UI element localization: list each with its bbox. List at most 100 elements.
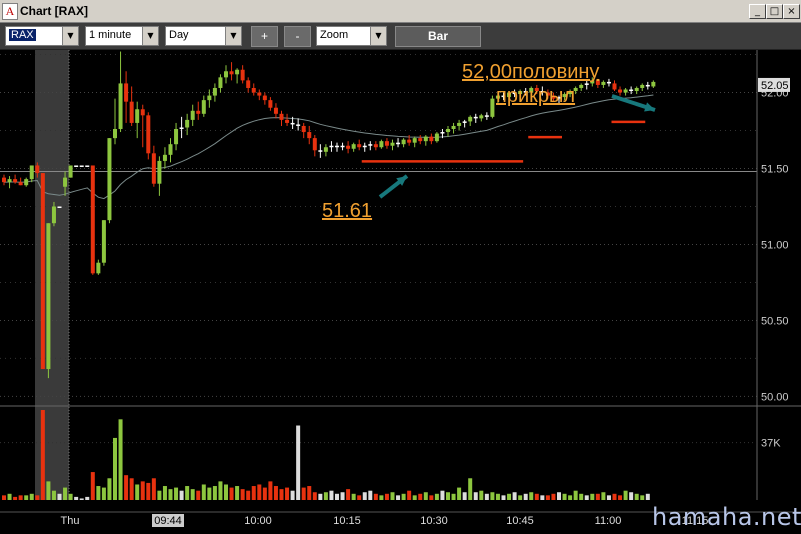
volume-bar	[495, 493, 500, 500]
candle-body	[407, 139, 412, 143]
volume-bar	[584, 495, 589, 500]
time-tick-label: 10:15	[333, 515, 361, 527]
volume-bar	[634, 493, 639, 500]
candle-body	[68, 165, 73, 178]
candle-body	[74, 165, 79, 167]
candle-body	[457, 122, 462, 126]
volume-bar	[312, 492, 317, 500]
volume-bar	[85, 496, 90, 500]
volume-bar	[218, 481, 223, 500]
candle-body	[140, 109, 145, 116]
chart-toolbar: RAX ▼ 1 minute ▼ Day ▼ + - Zoom ▼ Bar	[0, 23, 801, 50]
candle-body	[101, 220, 106, 263]
range-select[interactable]: Day ▼	[165, 26, 242, 46]
volume-bar	[101, 487, 106, 500]
volume-bar	[273, 486, 278, 500]
annotation-5200-line2: прикрыл	[496, 85, 575, 107]
candle-body	[351, 144, 356, 149]
volume-bar	[418, 493, 423, 500]
candle-body	[340, 145, 345, 148]
volume-bar	[468, 478, 473, 500]
zoom-in-button[interactable]: +	[251, 26, 278, 47]
candle-body	[540, 91, 545, 93]
candle-body	[473, 116, 478, 119]
candle-body	[346, 145, 351, 149]
candle-body	[551, 95, 556, 99]
volume-bar	[296, 425, 301, 500]
volume-bar	[179, 490, 184, 500]
zoom-out-button[interactable]: -	[284, 26, 311, 47]
volume-bar	[384, 493, 389, 500]
candle-body	[518, 91, 523, 95]
candle-body	[196, 110, 201, 114]
candle-body	[157, 160, 162, 184]
volume-bar	[323, 492, 328, 500]
chevron-down-icon[interactable]: ▼	[370, 27, 386, 45]
volume-bar	[457, 487, 462, 500]
candle-body	[174, 129, 179, 145]
candle-body	[246, 80, 251, 88]
volume-bar	[484, 493, 489, 500]
volume-bar	[35, 495, 40, 500]
volume-bar	[346, 489, 351, 500]
candle-body	[268, 100, 273, 108]
chevron-down-icon[interactable]: ▼	[62, 27, 78, 45]
candle-body	[57, 206, 62, 208]
volume-bar	[2, 495, 6, 500]
symbol-value: RAX	[9, 29, 36, 41]
candle-body	[484, 115, 489, 117]
candle-body	[606, 81, 611, 84]
candle-body	[512, 92, 517, 95]
chevron-down-icon[interactable]: ▼	[142, 27, 158, 45]
candle-body	[573, 87, 578, 92]
volume-bar	[63, 487, 68, 500]
candle-body	[118, 83, 123, 130]
bar-style-button[interactable]: Bar	[395, 26, 481, 47]
candle-body	[312, 138, 317, 151]
volume-bar	[446, 492, 450, 500]
candle-body	[651, 81, 656, 87]
volume-bar	[235, 486, 240, 500]
chart-area[interactable]: 50.00 50.50 51.00 51.50 52.00 37K 52.05 Thu 09:4…	[0, 50, 801, 529]
volume-bar	[151, 478, 156, 500]
candle-body	[124, 83, 129, 102]
candle-body	[379, 141, 384, 148]
zoom-select[interactable]: Zoom ▼	[316, 26, 387, 46]
close-button[interactable]: ×	[783, 4, 800, 19]
minimize-button[interactable]: _	[749, 4, 766, 19]
candle-body	[307, 132, 312, 139]
candle-body	[235, 69, 240, 75]
maximize-button[interactable]: □	[766, 4, 783, 19]
candle-body	[601, 81, 606, 85]
volume-bar	[174, 487, 179, 500]
volume-bar	[595, 493, 600, 500]
candle-body	[373, 144, 378, 148]
volume-bar	[529, 492, 534, 500]
candle-body	[335, 145, 339, 148]
candle-body	[645, 84, 650, 87]
candle-body	[273, 107, 278, 114]
last-price-badge	[758, 77, 790, 92]
symbol-select[interactable]: RAX ▼	[5, 26, 79, 46]
volume-bar	[340, 492, 345, 500]
candle-body	[79, 165, 84, 167]
volume-bar	[113, 437, 117, 500]
interval-select[interactable]: 1 minute ▼	[85, 26, 159, 46]
candle-body	[462, 121, 467, 123]
candle-body	[185, 119, 190, 128]
volume-bar	[551, 493, 556, 500]
candle-body	[18, 182, 23, 186]
candle-body	[2, 177, 6, 183]
candle-body	[479, 115, 484, 119]
volume-bar	[473, 492, 478, 500]
volume-bar	[451, 493, 456, 500]
volume-bar	[335, 493, 339, 500]
candle-body	[640, 84, 645, 88]
chevron-down-icon[interactable]: ▼	[225, 27, 241, 45]
candle-body	[107, 138, 112, 221]
volume-bar	[18, 495, 23, 500]
volume-bar	[290, 490, 295, 500]
app-icon: A	[2, 3, 18, 20]
candle-body	[434, 133, 439, 142]
